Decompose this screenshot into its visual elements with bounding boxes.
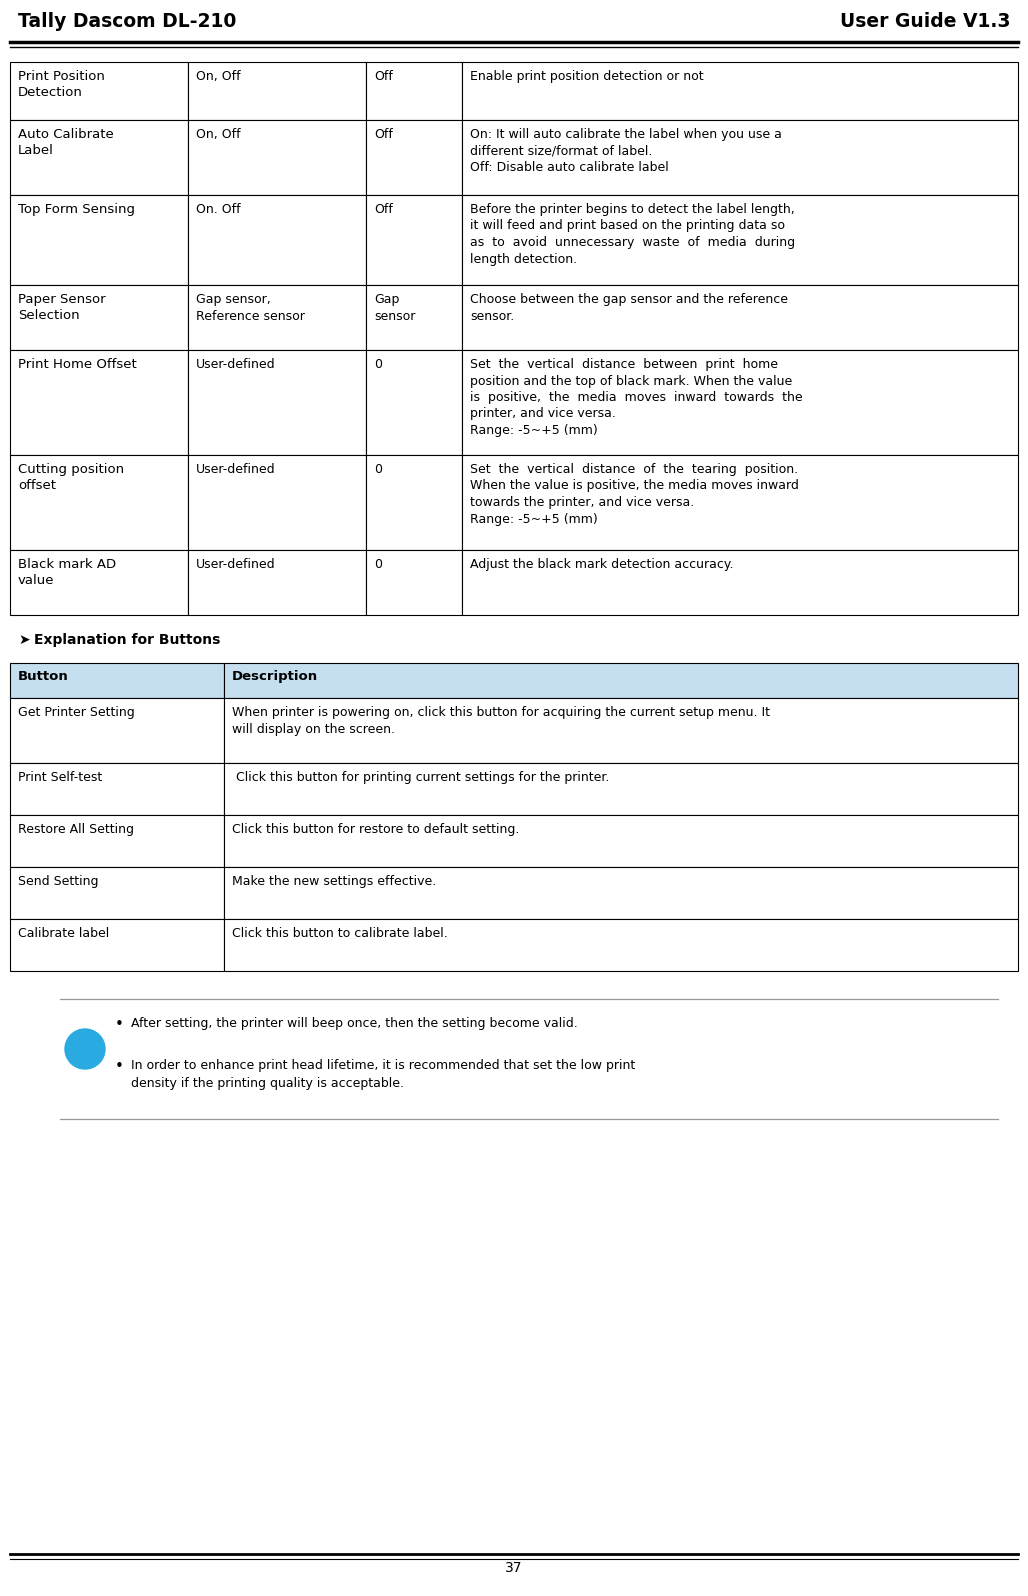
- Text: Enable print position detection or not: Enable print position detection or not: [470, 70, 703, 83]
- Circle shape: [65, 1029, 105, 1069]
- Bar: [462, 286, 1018, 350]
- Bar: [224, 867, 1018, 919]
- Text: Restore All Setting: Restore All Setting: [19, 824, 134, 836]
- Bar: [462, 455, 1018, 551]
- Bar: [462, 195, 1018, 286]
- Text: Gap
sensor: Gap sensor: [374, 294, 415, 322]
- Text: On: It will auto calibrate the label when you use a
different size/format of lab: On: It will auto calibrate the label whe…: [470, 128, 782, 174]
- Text: Gap sensor,
Reference sensor: Gap sensor, Reference sensor: [196, 294, 305, 322]
- Text: Auto Calibrate
Label: Auto Calibrate Label: [19, 128, 114, 156]
- Bar: [366, 120, 462, 195]
- Bar: [224, 697, 1018, 763]
- Bar: [462, 551, 1018, 614]
- Bar: [188, 62, 366, 120]
- Text: After setting, the printer will beep once, then the setting become valid.: After setting, the printer will beep onc…: [131, 1017, 578, 1029]
- Bar: [366, 455, 462, 551]
- Text: Click this button for restore to default setting.: Click this button for restore to default…: [232, 824, 519, 836]
- Text: User-defined: User-defined: [196, 358, 276, 370]
- Bar: [366, 551, 462, 614]
- Text: Before the printer begins to detect the label length,
it will feed and print bas: Before the printer begins to detect the …: [470, 203, 795, 265]
- Bar: [10, 286, 188, 350]
- Text: Send Setting: Send Setting: [19, 875, 99, 887]
- Text: On, Off: On, Off: [196, 128, 241, 140]
- Bar: [224, 816, 1018, 867]
- Bar: [462, 350, 1018, 455]
- Bar: [366, 350, 462, 455]
- Text: Make the new settings effective.: Make the new settings effective.: [232, 875, 436, 887]
- Text: Button: Button: [19, 670, 69, 683]
- Text: Set  the  vertical  distance  between  print  home
position and the top of black: Set the vertical distance between print …: [470, 358, 803, 437]
- Text: When printer is powering on, click this button for acquiring the current setup m: When printer is powering on, click this …: [232, 705, 770, 736]
- Text: Paper Sensor
Selection: Paper Sensor Selection: [19, 294, 106, 322]
- Text: Description: Description: [232, 670, 318, 683]
- Bar: [224, 662, 1018, 697]
- Text: Explanation for Buttons: Explanation for Buttons: [34, 634, 220, 646]
- Text: Cutting position
offset: Cutting position offset: [19, 463, 124, 492]
- Text: On, Off: On, Off: [196, 70, 241, 83]
- Bar: [188, 455, 366, 551]
- Text: On. Off: On. Off: [196, 203, 241, 215]
- Text: 0: 0: [374, 358, 382, 370]
- Text: i: i: [82, 1041, 88, 1058]
- Bar: [10, 551, 188, 614]
- Bar: [188, 350, 366, 455]
- Bar: [366, 62, 462, 120]
- Text: Print Position
Detection: Print Position Detection: [19, 70, 105, 99]
- Text: Tally Dascom DL-210: Tally Dascom DL-210: [19, 13, 236, 30]
- Text: Print Home Offset: Print Home Offset: [19, 358, 137, 370]
- Text: Click this button for printing current settings for the printer.: Click this button for printing current s…: [232, 771, 610, 784]
- Text: User Guide V1.3: User Guide V1.3: [840, 13, 1009, 30]
- Text: Calibrate label: Calibrate label: [19, 927, 109, 940]
- Bar: [462, 62, 1018, 120]
- Text: Get Printer Setting: Get Printer Setting: [19, 705, 135, 720]
- Text: Black mark AD
value: Black mark AD value: [19, 559, 116, 587]
- Bar: [366, 195, 462, 286]
- Bar: [10, 120, 188, 195]
- Bar: [10, 455, 188, 551]
- Text: Off: Off: [374, 128, 393, 140]
- Text: 0: 0: [374, 559, 382, 571]
- Text: Choose between the gap sensor and the reference
sensor.: Choose between the gap sensor and the re…: [470, 294, 788, 322]
- Text: Off: Off: [374, 203, 393, 215]
- Bar: [10, 816, 224, 867]
- Bar: [188, 195, 366, 286]
- Bar: [188, 286, 366, 350]
- Text: ➤: ➤: [19, 634, 30, 646]
- Text: 37: 37: [505, 1561, 523, 1575]
- Bar: [10, 62, 188, 120]
- Text: In order to enhance print head lifetime, it is recommended that set the low prin: In order to enhance print head lifetime,…: [131, 1060, 635, 1090]
- Bar: [462, 120, 1018, 195]
- Text: User-defined: User-defined: [196, 559, 276, 571]
- Bar: [10, 350, 188, 455]
- Bar: [10, 195, 188, 286]
- Text: •: •: [115, 1060, 124, 1074]
- Bar: [366, 286, 462, 350]
- Text: 0: 0: [374, 463, 382, 476]
- Bar: [224, 919, 1018, 970]
- Bar: [188, 551, 366, 614]
- Text: Set  the  vertical  distance  of  the  tearing  position.
When the value is posi: Set the vertical distance of the tearing…: [470, 463, 799, 525]
- Text: Top Form Sensing: Top Form Sensing: [19, 203, 135, 215]
- Text: Adjust the black mark detection accuracy.: Adjust the black mark detection accuracy…: [470, 559, 734, 571]
- Text: Off: Off: [374, 70, 393, 83]
- Text: User-defined: User-defined: [196, 463, 276, 476]
- Bar: [10, 867, 224, 919]
- Bar: [10, 662, 224, 697]
- Bar: [10, 697, 224, 763]
- Text: •: •: [115, 1017, 124, 1033]
- Bar: [10, 763, 224, 816]
- Text: Click this button to calibrate label.: Click this button to calibrate label.: [232, 927, 448, 940]
- Bar: [188, 120, 366, 195]
- Text: Print Self-test: Print Self-test: [19, 771, 102, 784]
- Bar: [224, 763, 1018, 816]
- Bar: [10, 919, 224, 970]
